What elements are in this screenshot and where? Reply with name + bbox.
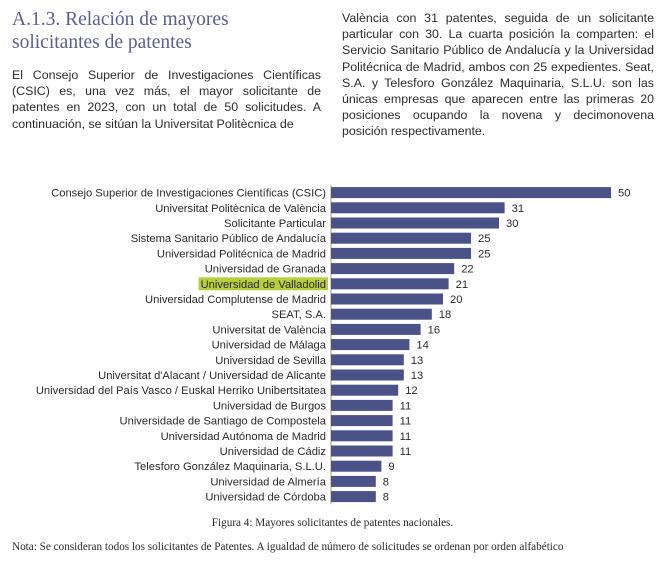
chart-bar — [331, 384, 399, 396]
chart-category-labels: Consejo Superior de Investigaciones Cien… — [36, 188, 327, 504]
chart-category-label: Universidad de Córdoba — [205, 492, 326, 504]
chart-value-label: 30 — [506, 218, 518, 230]
chart-category-label: Universidad de Málaga — [212, 340, 327, 352]
chart-value-label: 22 — [461, 264, 473, 276]
chart-bar — [331, 430, 393, 442]
chart-value-label: 16 — [428, 324, 440, 336]
chart-bar — [331, 187, 611, 199]
chart-bar — [331, 354, 404, 366]
section-heading: A.1.3. Relación de mayores solicitantes … — [12, 9, 229, 53]
chart-value-label: 50 — [618, 188, 630, 200]
chart-bar — [331, 202, 505, 214]
chart-value-label: 12 — [405, 385, 417, 397]
chart-category-label: Universidad de Granada — [205, 264, 327, 276]
chart-value-label: 8 — [383, 476, 389, 488]
chart-category-label: Universidad de Valladolid — [201, 279, 326, 291]
figure-note: Nota: Se consideran todos los solicitant… — [12, 541, 564, 553]
chart-value-label: 20 — [450, 294, 462, 306]
chart-value-label: 25 — [478, 233, 490, 245]
intro-paragraph-right: València con 31 patentes, seguida de un … — [342, 11, 654, 139]
chart-value-label: 25 — [478, 248, 490, 260]
chart-value-label: 18 — [439, 309, 451, 321]
chart-category-label: Universidad del País Vasco / Euskal Herr… — [36, 385, 327, 397]
chart-category-label: Universidad Complutense de Madrid — [145, 294, 326, 306]
chart-value-label: 11 — [400, 400, 412, 412]
chart-bar — [331, 323, 421, 335]
chart-category-label: Universidad de Burgos — [213, 400, 327, 412]
chart-bar — [331, 278, 449, 290]
chart-category-label: Solicitante Particular — [224, 218, 326, 230]
applicants-bar-chart: Consejo Superior de Investigaciones Cien… — [36, 185, 631, 505]
chart-category-label: Universidad Autónoma de Madrid — [161, 431, 326, 443]
chart-bar — [331, 247, 471, 259]
chart-bar — [331, 460, 382, 472]
chart-value-label: 14 — [416, 340, 428, 352]
chart-category-label: SEAT, S.A. — [271, 309, 326, 321]
chart-bar — [331, 217, 499, 229]
chart-bar — [331, 369, 404, 381]
chart-category-label: Universidad Politécnica de Madrid — [157, 248, 326, 260]
chart-bar — [331, 445, 393, 457]
chart-category-label: Sistema Sanitario Público de Andalucía — [131, 233, 327, 245]
chart-bar — [331, 293, 443, 305]
chart-value-label: 11 — [400, 416, 412, 428]
chart-value-label: 21 — [456, 279, 468, 291]
chart-category-label: Consejo Superior de Investigaciones Cien… — [51, 188, 326, 200]
chart-bar — [331, 399, 393, 411]
chart-category-label: Universidad de Almería — [210, 476, 326, 488]
chart-bar — [331, 308, 432, 320]
chart-bars — [331, 187, 611, 503]
chart-value-label: 11 — [400, 431, 412, 443]
chart-value-label: 13 — [411, 355, 423, 367]
chart-bar — [331, 475, 376, 487]
chart-category-label: Universitat Politècnica de València — [155, 203, 327, 215]
chart-bar — [331, 415, 393, 427]
chart-category-label: Universitat d'Alacant / Universidad de A… — [98, 370, 326, 382]
chart-category-label: Universitat de València — [212, 324, 326, 336]
chart-category-label: Telesforo González Maquinaria, S.L.U. — [134, 461, 326, 473]
chart-category-label: Universidade de Santiago de Compostela — [120, 416, 327, 428]
figure-caption: Figura 4: Mayores solicitantes de patent… — [211, 517, 454, 529]
chart-bar — [331, 232, 471, 244]
chart-bar — [331, 263, 455, 275]
highlight-marker — [198, 277, 328, 291]
chart-value-label: 8 — [383, 492, 389, 504]
chart-category-label: Universidad de Sevilla — [215, 355, 326, 367]
chart-value-label: 9 — [388, 461, 394, 473]
chart-value-label: 13 — [411, 370, 423, 382]
chart-bar — [331, 491, 376, 503]
chart-highlights — [198, 277, 328, 291]
intro-paragraph-left: El Consejo Superior de Investigaciones C… — [12, 68, 321, 131]
chart-value-label: 31 — [512, 203, 524, 215]
chart-value-label: 11 — [400, 446, 412, 458]
chart-category-label: Universidad de Cádiz — [220, 446, 327, 458]
chart-bar — [331, 339, 410, 351]
